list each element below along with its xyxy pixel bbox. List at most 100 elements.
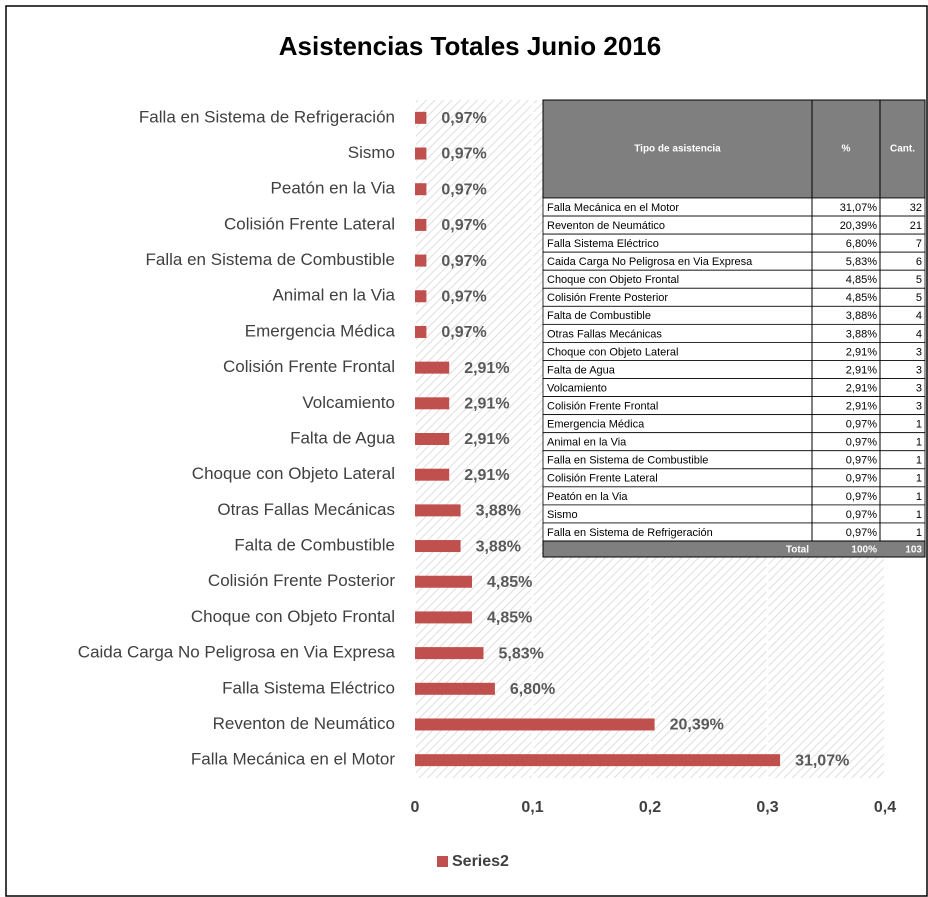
y-tick-label: Falta de Combustible <box>234 536 395 555</box>
table-cell: 3,88% <box>846 328 877 340</box>
bar <box>415 147 427 160</box>
table-cell: 3 <box>916 382 922 394</box>
table-cell: 7 <box>916 238 922 250</box>
table-header <box>542 99 926 199</box>
table-cell: 1 <box>916 419 922 431</box>
bar <box>415 361 450 374</box>
table-header-cell: Cant. <box>890 144 915 155</box>
value-label: 0,97% <box>441 146 486 163</box>
y-tick-label: Sismo <box>348 143 395 162</box>
value-label: 0,97% <box>441 253 486 270</box>
y-tick-label: Volcamiento <box>302 393 395 412</box>
table-cell: Falta de Agua <box>547 364 616 376</box>
table-cell: 0,97% <box>846 527 877 539</box>
table-cell: 4 <box>916 310 922 322</box>
table-header-cell: Tipo de asistencia <box>634 144 721 155</box>
value-label: 0,97% <box>441 217 486 234</box>
bar <box>415 647 484 660</box>
table-cell: Caida Carga No Peligrosa en Via Expresa <box>547 256 753 268</box>
bar <box>415 611 472 624</box>
value-label: 2,91% <box>464 431 509 448</box>
y-tick-label: Colisión Frente Frontal <box>223 357 395 376</box>
bar <box>415 183 427 196</box>
value-label: 4,85% <box>487 574 532 591</box>
table-cell: 6 <box>916 256 922 268</box>
table-cell: 4,85% <box>846 274 877 286</box>
table-cell: Falla en Sistema de Combustible <box>547 455 708 467</box>
x-tick-label: 0,3 <box>756 799 778 816</box>
value-label: 31,07% <box>795 752 849 769</box>
table-cell: 4 <box>916 328 922 340</box>
table-total-cell: Total <box>786 545 809 556</box>
x-tick-label: 0 <box>411 799 420 816</box>
table-cell: 1 <box>916 527 922 539</box>
y-tick-label: Emergencia Médica <box>245 321 396 340</box>
bar <box>415 433 450 445</box>
y-tick-label: Choque con Objeto Lateral <box>192 464 395 483</box>
table-cell: 31,07% <box>840 202 878 214</box>
y-tick-label: Falla en Sistema de Combustible <box>146 250 395 269</box>
value-label: 3,88% <box>476 503 521 520</box>
value-label: 2,91% <box>464 467 509 484</box>
table-header-cell: % <box>842 144 851 155</box>
y-tick-label: Caida Carga No Peligrosa en Via Expresa <box>78 643 396 662</box>
table-cell: 0,97% <box>846 473 877 485</box>
y-tick-label: Colisión Frente Lateral <box>224 214 395 233</box>
value-label: 0,97% <box>441 110 486 127</box>
table-cell: 3 <box>916 346 922 358</box>
table-cell: Peatón en la Via <box>547 491 628 503</box>
bar <box>415 575 472 588</box>
value-label: 0,97% <box>441 288 486 305</box>
bar <box>415 290 427 303</box>
table-cell: 0,97% <box>846 491 877 503</box>
table-cell: 21 <box>910 220 922 232</box>
table-cell: 1 <box>916 455 922 467</box>
table-cell: Emergencia Médica <box>547 419 645 431</box>
value-label: 0,97% <box>441 181 486 198</box>
table-cell: 2,91% <box>846 346 877 358</box>
table-cell: 0,97% <box>846 437 877 449</box>
y-tick-label: Otras Fallas Mecánicas <box>217 500 395 519</box>
x-tick-label: 0,4 <box>874 799 896 816</box>
y-tick-label: Colisión Frente Posterior <box>208 571 395 590</box>
table-cell: Reventon de Neumático <box>547 220 665 232</box>
table-cell: 0,97% <box>846 419 877 431</box>
table-cell: Otras Fallas Mecánicas <box>547 328 662 340</box>
bar <box>415 682 495 695</box>
x-tick-label: 0,1 <box>521 799 543 816</box>
table-cell: 4,85% <box>846 292 877 304</box>
y-tick-label: Peatón en la Via <box>271 179 396 198</box>
y-tick-label: Falla Sistema Eléctrico <box>222 678 395 697</box>
chart-title: Asistencias Totales Junio 2016 <box>279 31 661 61</box>
value-label: 20,39% <box>670 717 724 734</box>
y-tick-label: Animal en la Via <box>272 286 395 305</box>
value-label: 2,91% <box>464 360 509 377</box>
value-label: 6,80% <box>510 681 555 698</box>
bar <box>415 468 450 481</box>
table-total-row <box>542 540 926 558</box>
table-cell: 0,97% <box>846 455 877 467</box>
table-cell: Falla Mecánica en el Motor <box>547 202 679 214</box>
bar <box>415 397 450 410</box>
table-cell: Choque con Objeto Lateral <box>547 346 678 358</box>
legend-label: Series2 <box>452 853 509 870</box>
value-label: 4,85% <box>487 610 532 627</box>
value-label: 3,88% <box>476 538 521 555</box>
y-tick-label: Reventon de Neumático <box>213 714 395 733</box>
bar <box>415 218 427 231</box>
bar <box>415 540 461 553</box>
table-cell: 1 <box>916 491 922 503</box>
table-cell: 5 <box>916 274 922 286</box>
table-cell: 2,91% <box>846 401 877 413</box>
x-tick-label: 0,2 <box>639 799 661 816</box>
bar <box>415 504 461 517</box>
table-cell: 5 <box>916 292 922 304</box>
bar <box>415 325 427 338</box>
bar <box>415 111 427 124</box>
table-cell: 1 <box>916 509 922 521</box>
table-cell: 3 <box>916 364 922 376</box>
table-cell: 0,97% <box>846 509 877 521</box>
table-total-cell: 103 <box>905 545 922 556</box>
bar <box>415 754 781 767</box>
